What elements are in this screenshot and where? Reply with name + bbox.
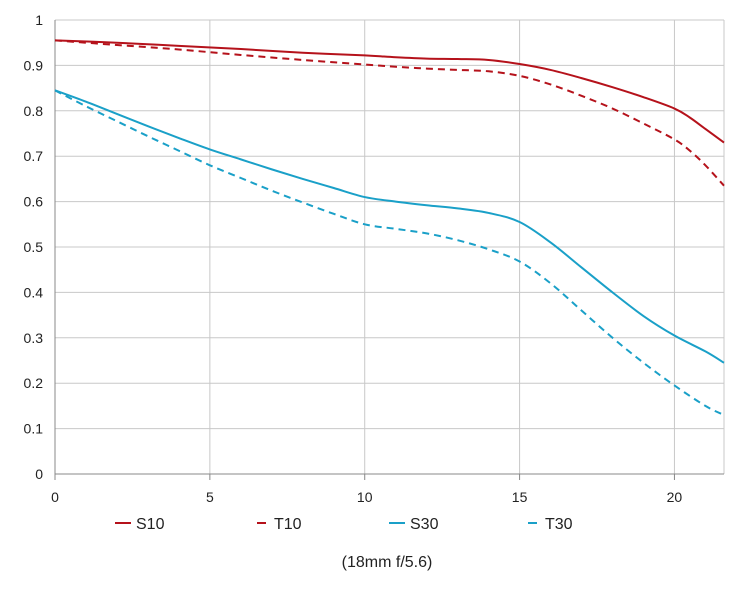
y-tick-label: 0.2 — [24, 375, 44, 391]
legend-label-s10: S10 — [136, 516, 165, 533]
y-tick-label: 0.8 — [24, 103, 44, 119]
legend-label-t10: T10 — [274, 516, 302, 533]
series-line-s10 — [54, 39, 725, 144]
legend: S10 T10 S30 T30 — [115, 516, 573, 533]
series-line-t10 — [54, 39, 725, 187]
x-tick-label: 5 — [206, 489, 214, 505]
y-tick-label: 0.7 — [24, 148, 44, 164]
legend-label-s30: S30 — [410, 516, 439, 533]
y-tick-label: 0.5 — [24, 239, 44, 255]
y-tick-label: 0.1 — [24, 421, 44, 437]
y-tick-label: 0.4 — [24, 284, 44, 300]
grid-layer — [55, 19, 725, 474]
y-tick-label: 1 — [35, 12, 43, 28]
series-line-s30 — [54, 89, 725, 364]
x-tick-label: 15 — [512, 489, 528, 505]
legend-label-t30: T30 — [545, 516, 573, 533]
y-tick-label: 0 — [35, 466, 43, 482]
series-line-t30 — [54, 89, 725, 416]
x-tick-label: 20 — [667, 489, 683, 505]
tick-labels: 00.10.20.30.40.50.60.70.80.910 5 10 15 20 — [24, 12, 683, 505]
x-tick-label: 0 — [51, 489, 59, 505]
y-tick-label: 0.3 — [24, 330, 44, 346]
y-tick-label: 0.6 — [24, 194, 44, 210]
y-tick-label: 0.9 — [24, 57, 44, 73]
x-tick-label: 10 — [357, 489, 373, 505]
axis-layer — [54, 20, 724, 480]
chart-caption: (18mm f/5.6) — [342, 554, 433, 571]
series-layer — [54, 39, 725, 416]
